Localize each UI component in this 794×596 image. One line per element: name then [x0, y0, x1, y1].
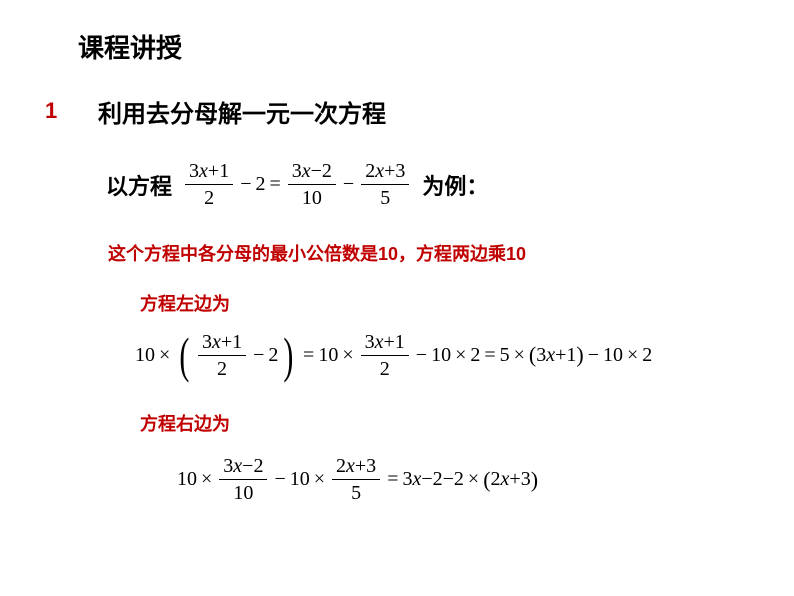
example-equation: 3x+1 2 − 2 = 3x−2 10 − 2x+3 5 — [182, 160, 412, 209]
section-title: 利用去分母解一元一次方程 — [98, 94, 386, 129]
section-number: 1 — [45, 98, 57, 124]
note-right-side: 方程右边为 — [140, 410, 230, 436]
example-prefix: 以方程 — [106, 169, 172, 201]
example-suffix: 为例： — [422, 169, 488, 201]
equation-right-side: 10 × 3x−2 10 − 10 × 2x+3 5 = 3x−2−2 × (2… — [177, 455, 538, 504]
note-left-side: 方程左边为 — [140, 290, 230, 316]
note-lcm: 这个方程中各分母的最小公倍数是10，方程两边乘10 — [108, 240, 526, 266]
equation-left-side: 10 × ( 3x+1 2 − 2 ) = 10 × 3x+1 2 − 10 ×… — [135, 330, 652, 380]
example-line: 以方程 3x+1 2 − 2 = 3x−2 10 − 2x+3 5 为例： — [106, 160, 488, 209]
page-title: 课程讲授 — [78, 28, 182, 65]
